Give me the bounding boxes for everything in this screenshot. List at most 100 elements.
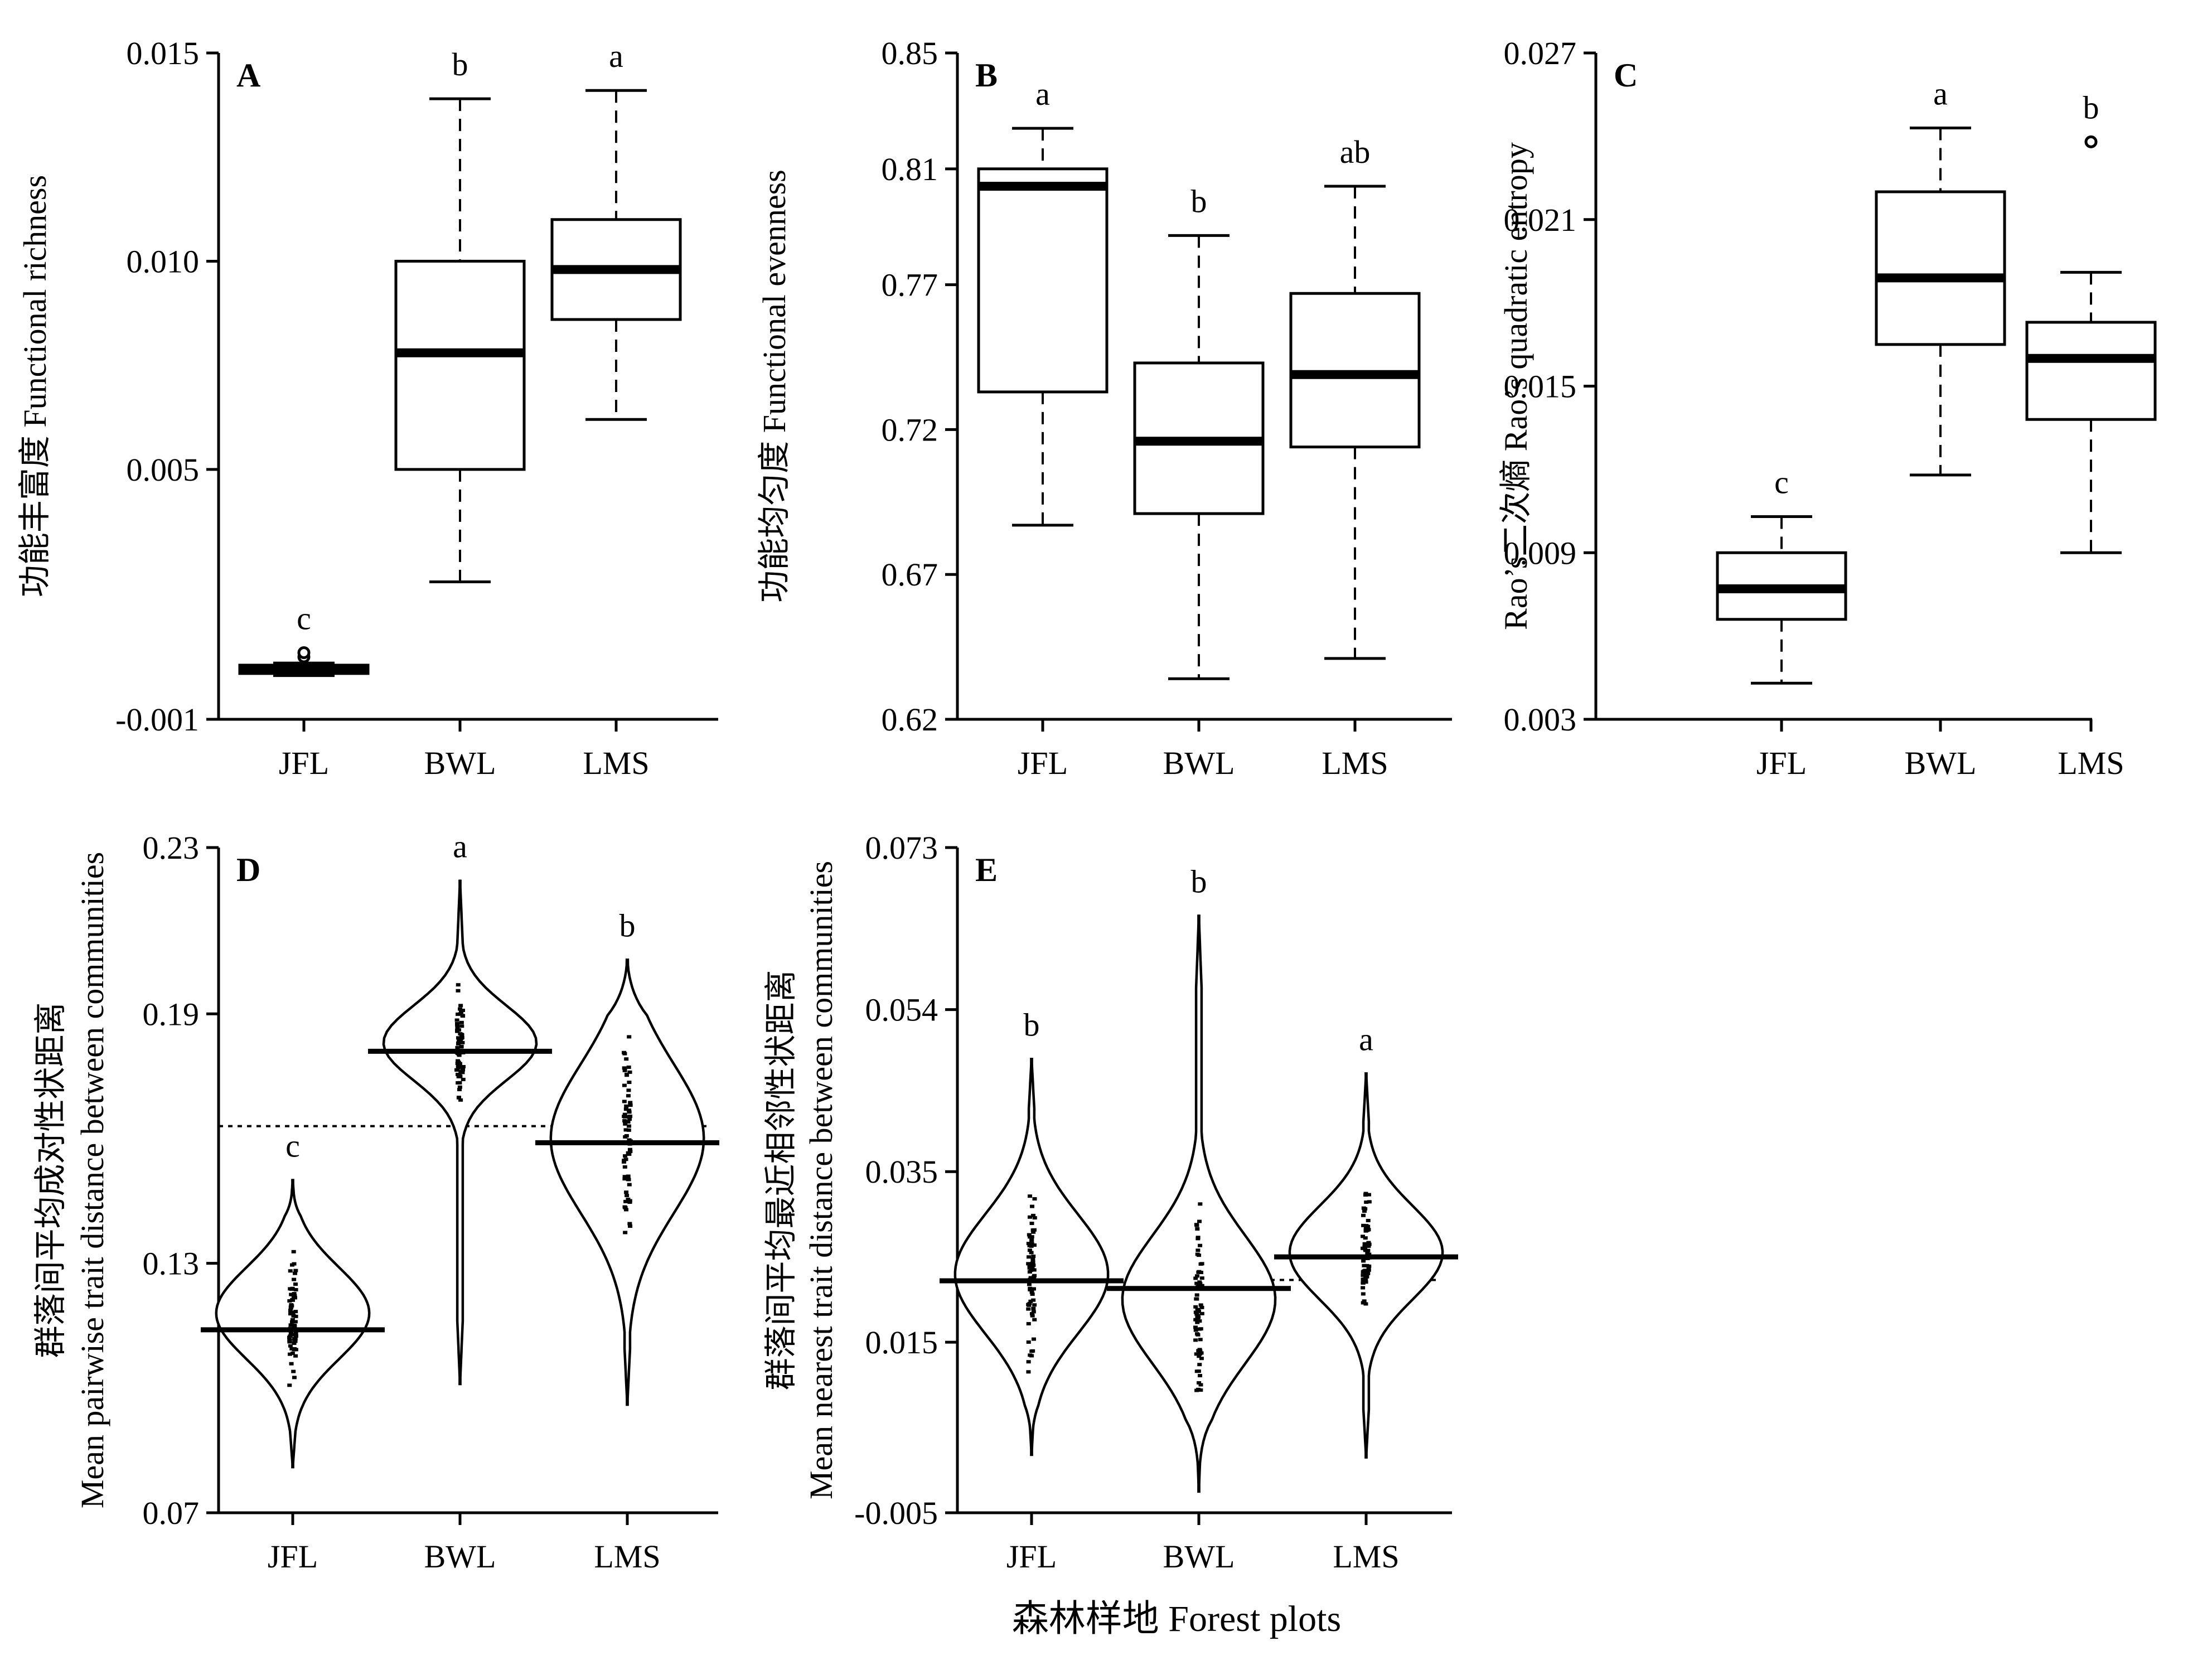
data-point: [1194, 1352, 1199, 1356]
data-point: [627, 1070, 632, 1074]
y-tick-label-B-0: 0.62: [882, 701, 938, 738]
data-point: [1367, 1200, 1372, 1204]
data-point: [1031, 1298, 1036, 1302]
data-point: [455, 1045, 460, 1049]
data-point: [1197, 1270, 1202, 1274]
data-point: [1195, 1333, 1201, 1337]
data-point: [1195, 1227, 1200, 1231]
data-point: [455, 1023, 460, 1027]
data-point: [293, 1310, 298, 1314]
data-point: [626, 1094, 631, 1098]
data-point: [622, 1083, 627, 1087]
data-point: [292, 1262, 297, 1266]
significance-letter-A-jfl: c: [297, 601, 311, 637]
data-point: [1361, 1279, 1366, 1283]
panel-label-B: B: [975, 57, 998, 94]
data-point: [287, 1340, 292, 1344]
y-tick-label-D-3: 0.23: [143, 830, 200, 866]
y-tick-label-E-4: 0.073: [865, 830, 938, 866]
data-point: [1197, 1253, 1202, 1257]
y-tick-label-C-3: 0.021: [1504, 202, 1577, 238]
data-point: [458, 1039, 463, 1043]
data-point: [1361, 1223, 1366, 1227]
data-point: [1029, 1238, 1034, 1242]
x-tick-label-A-bwl: BWL: [424, 745, 496, 781]
y-axis-label-D: 群落间平均成对性状距离: [32, 1002, 69, 1358]
data-point: [460, 1014, 465, 1018]
data-point: [623, 1231, 628, 1235]
data-point: [456, 983, 461, 987]
box-A-lms: a: [550, 38, 682, 421]
data-point: [1031, 1230, 1036, 1234]
significance-letter-B-bwl: b: [1191, 183, 1207, 219]
data-point: [1195, 1314, 1200, 1318]
data-point: [459, 1020, 464, 1024]
data-point: [289, 1287, 294, 1291]
data-point: [1198, 1243, 1203, 1247]
significance-letter-B-jfl: a: [1035, 76, 1050, 112]
data-point: [1366, 1218, 1371, 1222]
data-point: [1193, 1325, 1198, 1329]
data-point: [292, 1294, 297, 1298]
box-iqr: [394, 259, 526, 471]
panel-label-A: A: [236, 57, 260, 94]
y-tick-label-D-1: 0.13: [143, 1246, 200, 1282]
data-point: [1026, 1340, 1031, 1344]
data-point: [1194, 1293, 1199, 1297]
data-point: [1195, 1316, 1201, 1320]
data-point: [1193, 1338, 1198, 1342]
figure-x-axis-label: 森林样地 Forest plots: [1012, 1599, 1341, 1639]
data-point: [1197, 1219, 1202, 1223]
data-point: [293, 1320, 298, 1324]
data-point: [456, 1036, 461, 1040]
data-point: [459, 1044, 464, 1048]
data-point: [458, 1012, 463, 1016]
data-point: [457, 1087, 462, 1091]
data-point: [290, 1318, 295, 1322]
data-point: [1197, 1280, 1202, 1284]
data-point: [1363, 1193, 1368, 1197]
data-point: [1028, 1353, 1033, 1357]
data-point: [457, 1062, 462, 1066]
data-point: [459, 1036, 464, 1040]
box-iqr: [1875, 190, 2006, 346]
data-point: [287, 1383, 292, 1387]
y-tick-label-E-1: 0.015: [865, 1324, 938, 1361]
y-tick-label-C-2: 0.015: [1504, 369, 1577, 405]
data-point: [456, 1081, 461, 1085]
data-point: [623, 1135, 628, 1139]
data-point: [1030, 1257, 1035, 1261]
data-point: [1027, 1303, 1032, 1307]
box-B-bwl: b: [1133, 183, 1265, 680]
x-tick-label-C-jfl: JFL: [1756, 745, 1807, 781]
data-point: [290, 1352, 295, 1356]
data-point: [456, 1059, 461, 1063]
data-point: [1031, 1310, 1036, 1314]
data-point: [1198, 1338, 1203, 1342]
data-point: [458, 1004, 463, 1008]
data-point: [1367, 1242, 1372, 1246]
data-point: [1032, 1303, 1037, 1307]
data-point: [1194, 1281, 1199, 1285]
y-tick-label-B-4: 0.81: [882, 151, 938, 187]
data-point: [1031, 1255, 1036, 1258]
data-point: [1361, 1301, 1366, 1305]
data-point: [1364, 1271, 1369, 1275]
data-point: [622, 1165, 627, 1169]
data-point: [1027, 1194, 1032, 1198]
data-point: [1197, 1354, 1202, 1358]
data-point: [628, 1101, 633, 1105]
box-A-bwl: b: [394, 46, 526, 584]
data-point: [292, 1277, 297, 1281]
y-tick-label-D-2: 0.19: [143, 996, 200, 1032]
data-point: [292, 1323, 297, 1327]
data-point: [287, 1299, 292, 1303]
x-tick-label-E-jfl: JFL: [1006, 1538, 1057, 1575]
data-point: [1363, 1302, 1368, 1306]
y-tick-label-E-0: -0.005: [854, 1495, 938, 1531]
data-point: [293, 1348, 298, 1352]
data-point: [1028, 1299, 1033, 1303]
data-point: [1027, 1255, 1032, 1259]
data-point: [289, 1293, 294, 1296]
